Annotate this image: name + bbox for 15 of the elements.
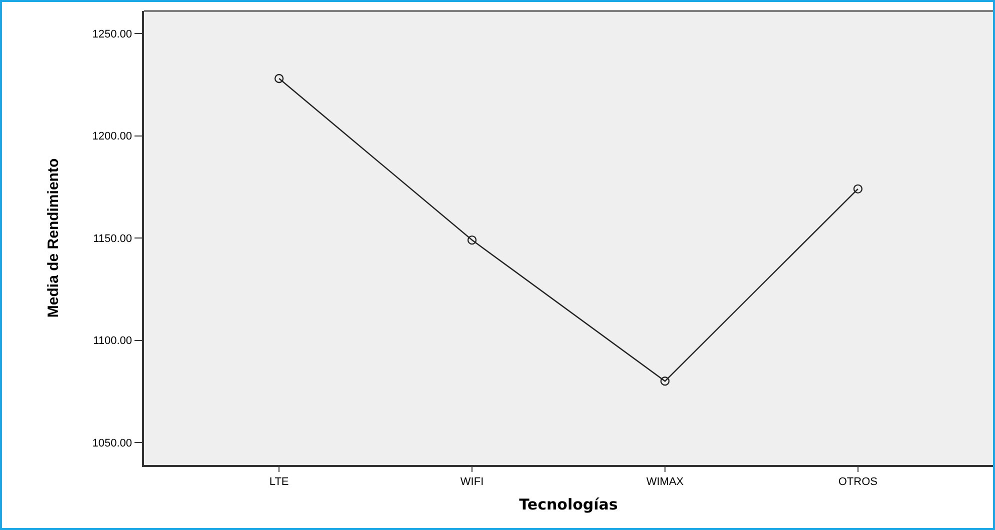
point [853,184,863,194]
y-tick-label: 1100.00 [93,335,132,348]
point [660,376,670,386]
y-tick-label: 1150.00 [93,232,132,245]
x-tick-label: WIFI [460,476,484,488]
point [467,235,477,245]
x-tick-label: OTROS [838,476,878,488]
x-axis-title: Tecnologías [519,495,618,514]
y-tick-label: 1200.00 [92,130,132,143]
y-axis-title: Media de Rendimiento [45,158,62,318]
x-tick-label: LTE [269,476,289,488]
x-tick-label: WIMAX [646,476,684,488]
point [274,74,284,84]
y-tick-label: 1050.00 [92,437,132,450]
y-tick-label: 1250.00 [92,28,132,40]
